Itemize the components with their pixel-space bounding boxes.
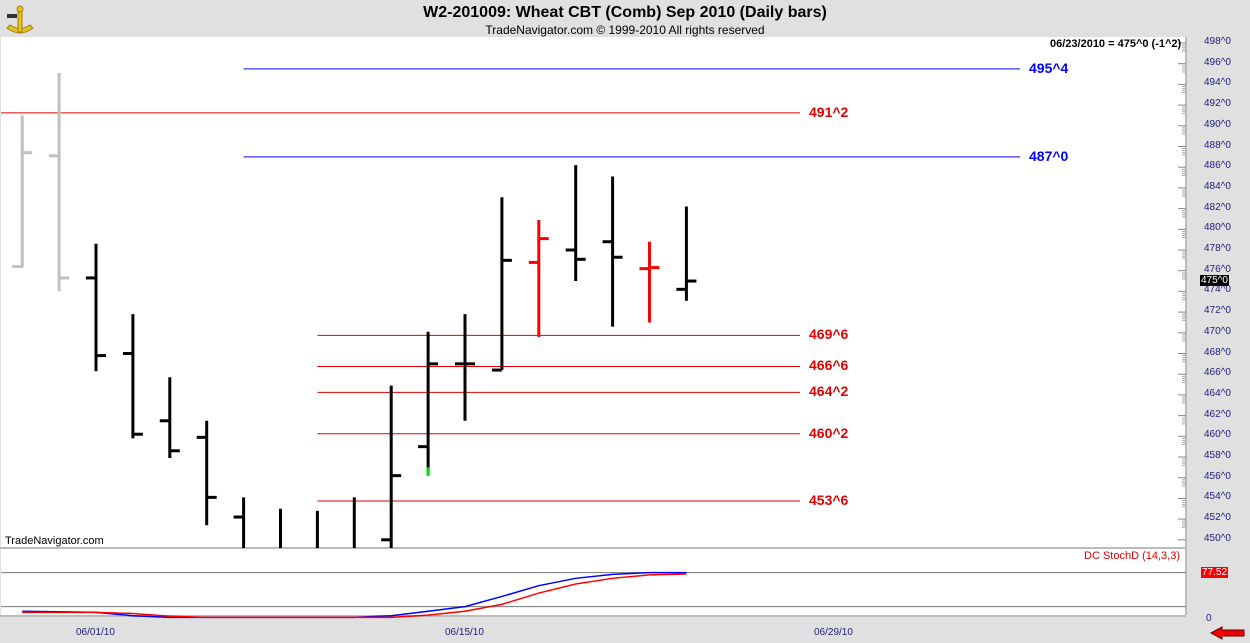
watermark: TradeNavigator.com: [5, 535, 104, 547]
price-pane: [1, 37, 1186, 548]
stoch-axis-tick: 0: [1206, 613, 1212, 624]
y-tick-label: 482^0: [1204, 201, 1231, 213]
level-lines: [1, 68, 1020, 502]
y-tick-label: 454^0: [1204, 491, 1231, 503]
level-label: 466^6: [809, 357, 849, 374]
y-tick-label: 474^0: [1204, 284, 1231, 296]
x-tick-label: 06/29/10: [814, 627, 853, 638]
sextant-icon: [6, 5, 34, 34]
y-tick-label: 496^0: [1204, 56, 1231, 68]
ohlc-bar: [565, 165, 586, 282]
last-price-label: 475^0: [1200, 275, 1229, 286]
ohlc-bar: [491, 197, 512, 372]
y-tick-label: 452^0: [1204, 512, 1231, 524]
y-tick-label: 486^0: [1204, 160, 1231, 172]
level-label: 487^0: [1029, 147, 1069, 164]
y-tick-label: 464^0: [1204, 387, 1231, 399]
ohlc-bar: [12, 115, 33, 269]
y-tick-label: 488^0: [1204, 139, 1231, 151]
ohlc-bar: [122, 314, 143, 439]
level-label: 491^2: [809, 103, 849, 120]
stoch-title: DC StochD (14,3,3): [1084, 550, 1180, 562]
y-tick-label: 490^0: [1204, 118, 1231, 130]
y-tick-label: 480^0: [1204, 222, 1231, 234]
scroll-back-arrow-icon[interactable]: [1210, 626, 1246, 640]
y-tick-label: 470^0: [1204, 325, 1231, 337]
level-label: 453^6: [809, 491, 849, 508]
y-tick-label: 478^0: [1204, 243, 1231, 254]
y-tick-label: 462^0: [1204, 408, 1231, 420]
y-tick-label: 498^0: [1204, 36, 1231, 47]
stoch-value-label: 77.52: [1201, 567, 1229, 578]
last-bar-status: 06/23/2010 = 475^0 (-1^2): [1050, 38, 1182, 50]
ohlc-bar: [49, 73, 70, 292]
price-bars: [12, 73, 697, 548]
ohlc-bar: [233, 497, 246, 548]
y-tick-label: 476^0: [1204, 263, 1231, 275]
y-tick-label: 484^0: [1204, 180, 1231, 192]
ohlc-bar: [639, 241, 660, 323]
ohlc-bar: [676, 206, 697, 301]
level-label: 460^2: [809, 424, 849, 441]
level-label: 495^4: [1029, 59, 1069, 76]
y-tick-label: 468^0: [1204, 346, 1231, 358]
y-tick-label: 466^0: [1204, 367, 1231, 379]
ohlc-bar: [602, 176, 623, 327]
ohlc-bar: [159, 377, 180, 459]
stoch-lines: [1, 571, 1186, 619]
y-tick-label: 450^0: [1204, 532, 1231, 544]
y-axis-ticks: [1178, 42, 1186, 541]
ohlc-bar: [528, 219, 549, 337]
ohlc-bar: [418, 331, 439, 476]
y-tick-label: 492^0: [1204, 98, 1231, 110]
y-tick-label: 456^0: [1204, 470, 1231, 482]
y-tick-label: 472^0: [1204, 305, 1231, 317]
y-tick-label: 458^0: [1204, 450, 1231, 461]
ohlc-bar: [381, 385, 402, 548]
stoch-series-line: [22, 573, 687, 619]
level-label: 469^6: [809, 326, 849, 343]
y-tick-label: 460^0: [1204, 429, 1231, 441]
y-tick-label: 494^0: [1204, 77, 1231, 89]
ohlc-bar: [86, 243, 106, 372]
level-label: 464^2: [809, 383, 849, 400]
chart-subtitle: TradeNavigator.com © 1999-2010 All right…: [485, 23, 765, 37]
chart-title: W2-201009: Wheat CBT (Comb) Sep 2010 (Da…: [423, 4, 827, 21]
ohlc-bar: [196, 420, 217, 526]
x-tick-label: 06/15/10: [445, 627, 484, 638]
ohlc-bar: [455, 314, 475, 421]
x-tick-label: 06/01/10: [76, 627, 115, 638]
